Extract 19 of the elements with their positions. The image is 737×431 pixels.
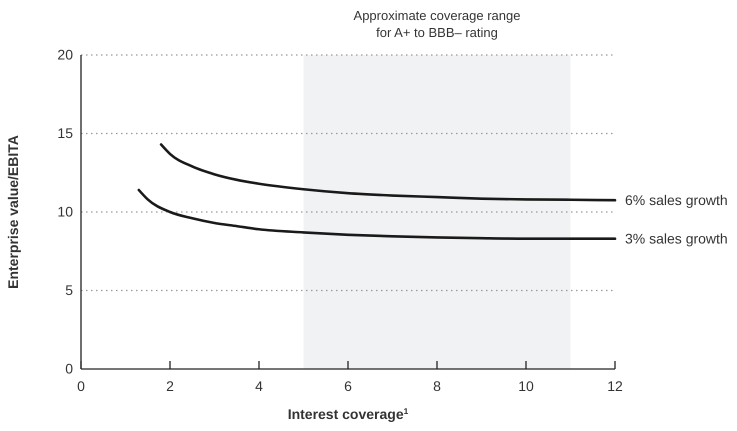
x-tick-label: 4: [255, 378, 264, 394]
line-series: [160, 143, 616, 202]
x-axis-title: Interest coverage$^{1}$: [288, 406, 409, 422]
x-tick-label: 8: [433, 378, 442, 394]
line-series: [138, 188, 616, 240]
x-tick-label: 2: [166, 378, 174, 394]
x-tick-label: 10: [518, 378, 534, 394]
x-tick-label: 6: [344, 378, 352, 394]
y-axis-title: Enterprise value/EBITA: [5, 135, 21, 289]
series-label: 3% sales growth: [625, 230, 728, 247]
band-label: Approximate coverage range for A+ to BBB– rating: [354, 8, 520, 40]
y-tick-label: 10: [57, 203, 74, 220]
y-tick-label: 0: [65, 360, 74, 376]
x-tick-label: 0: [77, 378, 86, 394]
y-tick-label: 5: [65, 282, 74, 298]
y-tick-label: 15: [57, 124, 74, 141]
x-tick-label: 12: [607, 378, 623, 394]
series-label: 6% sales growth: [625, 192, 728, 208]
y-tick-label: 20: [57, 46, 74, 62]
